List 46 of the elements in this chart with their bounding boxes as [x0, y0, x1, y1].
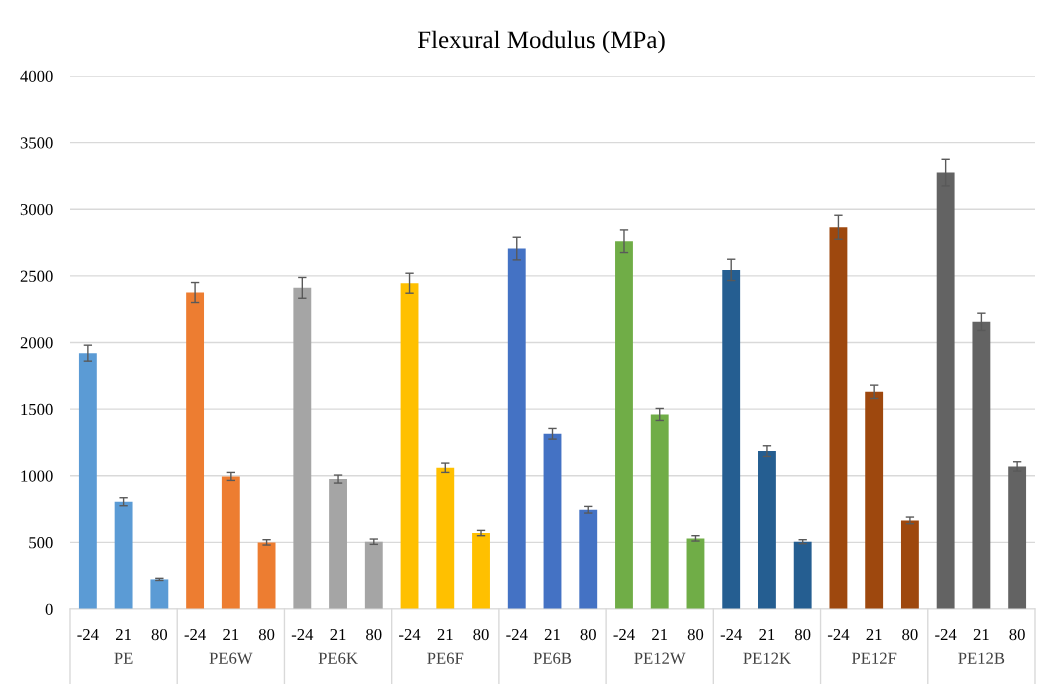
x-tick-label: 80 [258, 628, 275, 641]
y-tick-label: 500 [29, 537, 53, 549]
chart-title: Flexural Modulus (MPa) [417, 30, 665, 54]
text: PE6F [427, 652, 464, 664]
x-tick-label: -24 [935, 628, 957, 641]
x-tick-label: -24 [399, 628, 421, 641]
x-tick-label: -24 [184, 628, 206, 641]
x-tick-label: 21 [437, 628, 453, 641]
x-tick-label: 21 [330, 628, 346, 641]
x-tick-label: 80 [794, 628, 811, 641]
x-tick-label: 80 [366, 628, 382, 641]
x-tick-label: -24 [827, 628, 850, 641]
x-tick-label: 21 [973, 628, 989, 641]
text: PE12B [958, 652, 1005, 664]
y-tick-label: 3000 [20, 203, 53, 216]
y-tick-label: 1000 [21, 470, 53, 482]
x-tick-label: 21 [223, 628, 239, 641]
x-tick-label: 80 [1009, 628, 1025, 641]
y-tick-label: 3500 [20, 137, 53, 149]
text: PE12W [634, 652, 686, 664]
x-tick-label: 21 [866, 628, 882, 641]
text: PE6B [533, 652, 572, 664]
text: PE6W [209, 652, 253, 664]
y-tick-label: 4000 [20, 70, 53, 82]
text: PE12F [851, 652, 897, 664]
x-tick-label: -24 [613, 628, 635, 641]
x-tick-label: 21 [759, 628, 775, 641]
x-tick-label: 80 [151, 628, 168, 641]
text: PE12K [743, 652, 791, 664]
text: PE6K [318, 652, 358, 664]
x-tick-label: -24 [77, 628, 99, 641]
x-tick-label: -24 [506, 628, 528, 641]
x-tick-label: 21 [544, 628, 560, 641]
x-tick-label: 80 [580, 628, 596, 641]
y-tick-label: 0 [45, 603, 53, 615]
x-tick-label: 21 [116, 628, 131, 641]
y-tick-label: 1500 [21, 403, 53, 416]
x-tick-label: 80 [687, 628, 704, 641]
x-tick-label: -24 [720, 628, 743, 641]
x-tick-label: 80 [473, 628, 489, 641]
x-tick-label: -24 [291, 628, 314, 641]
y-tick-label: 2000 [20, 337, 53, 349]
y-tick-label: 2500 [20, 270, 53, 282]
text: PE [114, 652, 133, 664]
x-tick-label: 21 [652, 628, 668, 641]
x-tick-label: 80 [902, 628, 918, 641]
